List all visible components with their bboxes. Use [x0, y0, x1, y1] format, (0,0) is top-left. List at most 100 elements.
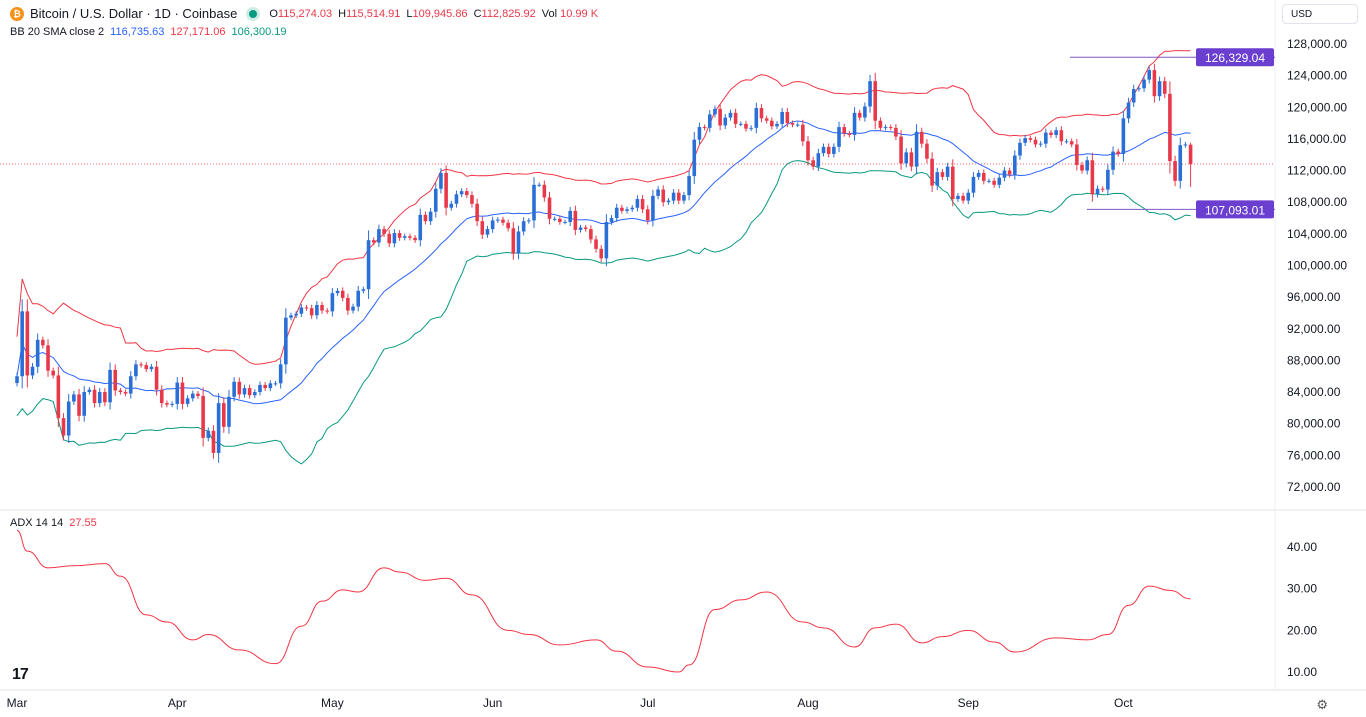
- candle-body: [651, 195, 655, 221]
- candle-body: [56, 375, 61, 419]
- candle-body: [997, 177, 1002, 185]
- candle-body: [625, 209, 629, 211]
- candle-body: [97, 392, 102, 404]
- candle-body: [847, 133, 852, 135]
- candle-body: [113, 369, 118, 391]
- candle-body: [1059, 130, 1064, 142]
- bb-label: BB 20 SMA close 2: [10, 26, 105, 38]
- candle-body: [806, 141, 810, 161]
- currency-select[interactable]: USD: [1282, 4, 1358, 24]
- candle-body: [935, 172, 940, 186]
- price-tick-label: 72,000.00: [1287, 480, 1341, 494]
- candle-body: [387, 233, 392, 244]
- time-tick-label: Jul: [640, 696, 655, 710]
- candle-body: [227, 396, 231, 427]
- price-tick-label: 96,000.00: [1287, 290, 1341, 304]
- candle-body: [30, 366, 35, 376]
- candle-body: [521, 221, 526, 232]
- candle-body: [82, 392, 87, 416]
- bb-legend[interactable]: BB 20 SMA close 2 116,735.63 127,171.06 …: [10, 26, 287, 38]
- candle-body: [196, 393, 200, 396]
- candle-body: [919, 131, 924, 144]
- price-tick-label: 108,000.00: [1287, 195, 1347, 209]
- candle-body: [713, 108, 717, 115]
- candle-body: [444, 172, 448, 208]
- candle-body: [66, 401, 71, 436]
- adx-legend[interactable]: ADX 14 14 27.55: [10, 517, 97, 529]
- price-tick-label: 76,000.00: [1287, 448, 1341, 462]
- price-tick-label: 116,000.00: [1287, 132, 1346, 146]
- candle-body: [273, 383, 278, 385]
- candle-body: [728, 112, 733, 118]
- candle-body: [604, 221, 609, 259]
- candle-body: [1152, 70, 1157, 97]
- candle-body: [1049, 132, 1053, 135]
- candle-body: [320, 305, 324, 311]
- candle-body: [304, 307, 309, 309]
- candle-body: [1064, 141, 1069, 143]
- candle-body: [149, 366, 154, 370]
- candle-body: [413, 237, 417, 241]
- bb-upper-value: 127,171.06: [170, 26, 226, 38]
- candle-body: [423, 214, 428, 222]
- candle-body: [15, 376, 19, 384]
- candle-body: [180, 382, 185, 404]
- candle-body: [816, 153, 821, 167]
- candle-body: [258, 384, 262, 393]
- candle-body: [790, 123, 795, 125]
- candle-body: [987, 180, 991, 182]
- symbol-title[interactable]: Bitcoin / U.S. Dollar · 1D · Coinbase: [30, 6, 238, 21]
- candle-body: [950, 166, 955, 200]
- bb-basis-value: 116,735.63: [110, 26, 165, 38]
- tradingview-logo[interactable]: 17: [12, 666, 29, 683]
- price-tick-label: 100,000.00: [1287, 258, 1347, 272]
- candle-body: [315, 305, 319, 316]
- candle-body: [263, 384, 267, 389]
- candle-body: [826, 146, 831, 154]
- candle-body: [459, 191, 464, 195]
- candle-body: [956, 195, 960, 200]
- candle-body: [552, 218, 557, 220]
- candle-body: [857, 112, 862, 118]
- candle-body: [702, 127, 707, 129]
- candle-body: [190, 393, 195, 399]
- price-tick-label: 92,000.00: [1287, 322, 1341, 336]
- bb-basis-line: [16, 120, 1191, 405]
- low-label: L: [406, 7, 413, 20]
- bb-lower-line: [16, 160, 1191, 465]
- candle-body: [723, 117, 728, 126]
- candle-body: [485, 229, 490, 235]
- market-open-status-icon: [249, 9, 258, 18]
- candle-body: [253, 392, 257, 396]
- candle-body: [563, 221, 567, 223]
- candle-body: [821, 146, 826, 154]
- candle-body: [330, 293, 335, 312]
- candle-body: [537, 184, 541, 186]
- candle-body: [222, 403, 226, 427]
- gear-icon[interactable]: ⚙: [1316, 697, 1328, 712]
- candle-body: [392, 233, 397, 244]
- candle-body: [801, 124, 805, 142]
- candle-body: [1121, 118, 1126, 154]
- candle-body: [46, 345, 50, 371]
- candle-body: [165, 403, 169, 405]
- high-label: H: [338, 7, 347, 20]
- candle-body: [661, 189, 666, 203]
- adx-tick-label: 40.00: [1287, 540, 1317, 554]
- candle-body: [832, 146, 836, 154]
- adx-line: [16, 529, 1191, 673]
- candle-body: [754, 108, 759, 128]
- candle-body: [1023, 138, 1027, 143]
- candle-body: [402, 236, 407, 238]
- candle-body: [770, 120, 774, 127]
- bitcoin-logo-icon: ₿: [10, 6, 24, 21]
- candle-body: [1111, 151, 1115, 170]
- candle-body: [61, 418, 66, 436]
- candle-body: [976, 172, 981, 177]
- candle-body: [206, 430, 211, 438]
- candle-body: [780, 112, 784, 124]
- candle-body: [278, 364, 283, 384]
- candle-body: [309, 308, 314, 316]
- candle-body: [154, 366, 159, 390]
